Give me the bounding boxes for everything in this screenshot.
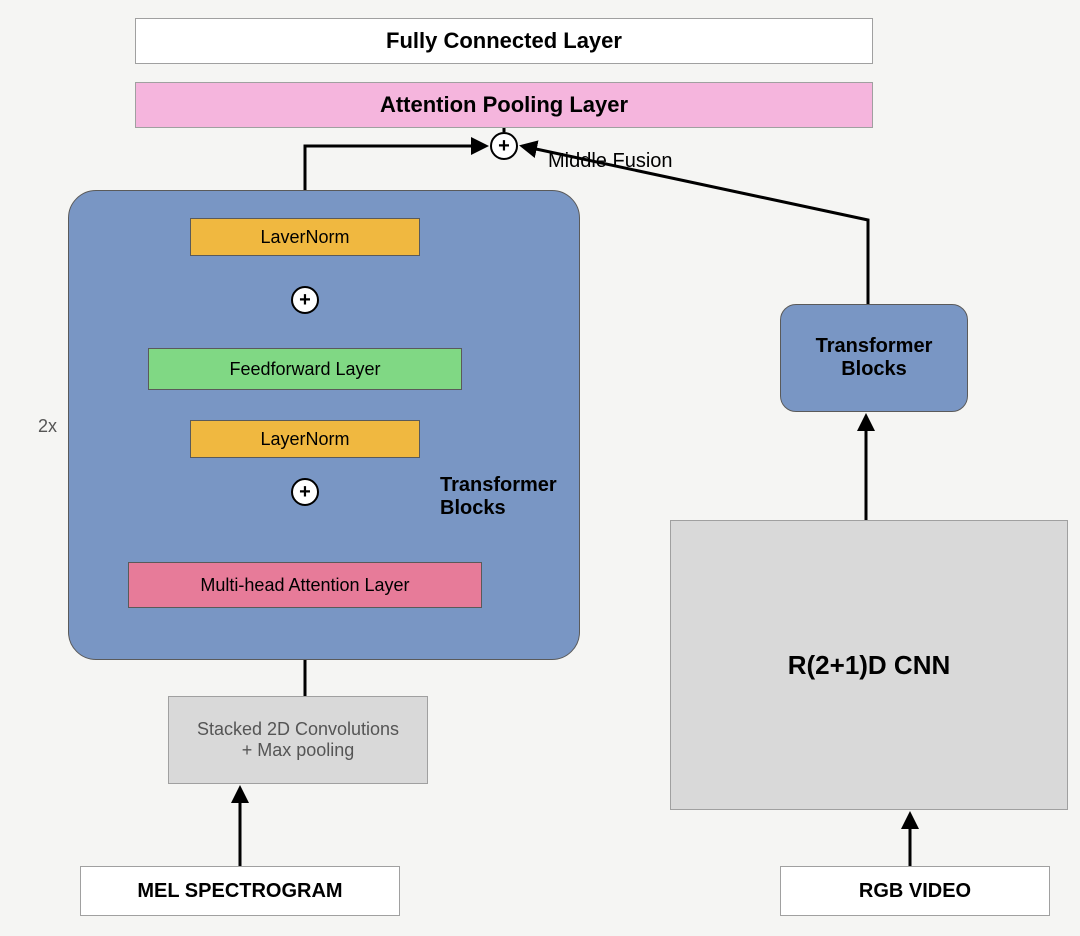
diagram-canvas: Fully Connected Layer Attention Pooling L… [0, 0, 1080, 936]
plus-top-icon: + [490, 132, 518, 160]
stacked2d-label: Stacked 2D Convolutions + Max pooling [189, 719, 407, 761]
ln-top-box: LaverNorm [190, 218, 420, 256]
tblocks-r-label: Transformer Blocks [808, 335, 941, 381]
rgbvideo-box: RGB VIDEO [780, 866, 1050, 916]
two-x-label: 2x [38, 416, 57, 437]
ff-layer-label: Feedforward Layer [221, 359, 388, 380]
mha-label: Multi-head Attention Layer [192, 575, 417, 596]
ln-mid-box: LayerNorm [190, 420, 420, 458]
fc-label: Fully Connected Layer [378, 28, 630, 54]
plus-mid1-icon: + [291, 286, 319, 314]
stacked2d-box: Stacked 2D Convolutions + Max pooling [168, 696, 428, 784]
ff-layer-box: Feedforward Layer [148, 348, 462, 390]
mha-box: Multi-head Attention Layer [128, 562, 482, 608]
r21d-label: R(2+1)D CNN [780, 650, 959, 681]
t-blocks-left-label: Transformer Blocks [440, 474, 557, 520]
fc-box: Fully Connected Layer [135, 18, 873, 64]
attnpool-box: Attention Pooling Layer [135, 82, 873, 128]
tblocks-r-box: Transformer Blocks [780, 304, 968, 412]
arrow [305, 146, 486, 190]
plus-mid2-icon: + [291, 478, 319, 506]
melspec-box: MEL SPECTROGRAM [80, 866, 400, 916]
r21d-box: R(2+1)D CNN [670, 520, 1068, 810]
ln-top-label: LaverNorm [252, 227, 357, 248]
ln-mid-label: LayerNorm [252, 429, 357, 450]
rgbvideo-label: RGB VIDEO [851, 880, 979, 903]
middle-fusion-label: Middle Fusion [548, 150, 673, 173]
melspec-label: MEL SPECTROGRAM [129, 880, 350, 903]
attnpool-label: Attention Pooling Layer [372, 92, 636, 118]
